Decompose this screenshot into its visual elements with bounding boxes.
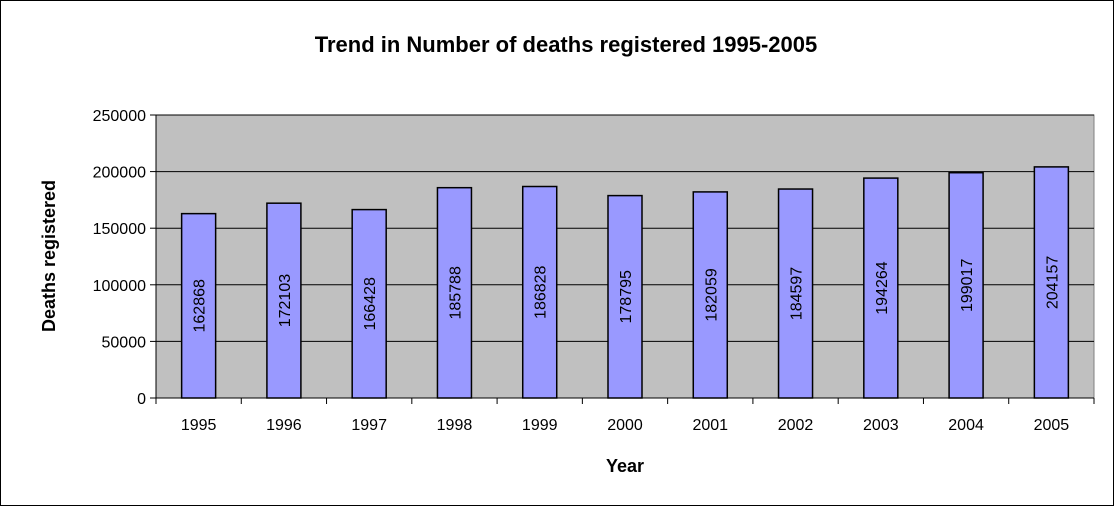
data-label-2002: 184597 <box>789 267 806 320</box>
data-label-1997: 166428 <box>362 277 379 330</box>
data-label-2000: 178795 <box>618 270 635 323</box>
x-tick-label: 1998 <box>437 417 473 434</box>
bar-2002 <box>777 188 814 399</box>
data-labels: 162868 172103 166428 185788 186828 178795 1820… <box>192 256 1062 333</box>
bar-1999 <box>521 185 558 399</box>
bar-1996 <box>266 202 302 399</box>
data-label-1995: 162868 <box>192 279 209 332</box>
x-tick-label: 1995 <box>181 417 217 434</box>
x-tick-label: 2005 <box>1034 417 1070 434</box>
bars <box>180 166 1070 399</box>
y-tick-label: 50000 <box>102 334 147 351</box>
data-label-1998: 185788 <box>447 266 464 319</box>
x-axis-label: Year <box>606 456 644 476</box>
bar-1995 <box>180 212 217 399</box>
chart-title: Trend in Number of deaths registered 199… <box>315 32 818 57</box>
data-label-1999: 186828 <box>533 265 550 318</box>
data-label-2001: 182059 <box>703 268 720 321</box>
y-axis-label: Deaths registered <box>39 180 59 332</box>
x-tick-label: 2003 <box>863 417 899 434</box>
bar-2004 <box>948 171 984 399</box>
y-tick-label: 250000 <box>93 108 146 125</box>
y-tick-label: 100000 <box>93 278 146 295</box>
y-axis: 0 50000 100000 150000 200000 250000 <box>93 108 157 408</box>
x-tick-label: 1999 <box>522 417 558 434</box>
x-tick-label: 2001 <box>692 417 728 434</box>
y-tick-label: 200000 <box>93 165 146 182</box>
bar-2003 <box>863 177 899 399</box>
data-label-2003: 194264 <box>874 261 891 314</box>
data-label-2004: 199017 <box>959 259 976 312</box>
x-tick-label: 2000 <box>607 417 643 434</box>
x-tick-label: 2004 <box>948 417 984 434</box>
data-label-1996: 172103 <box>277 274 294 327</box>
y-tick-label: 150000 <box>93 221 146 238</box>
bar-2001 <box>692 191 729 399</box>
bar-2000 <box>607 194 643 399</box>
bar-2005 <box>1033 166 1070 399</box>
bar-1997 <box>351 208 387 399</box>
bar-1998 <box>436 186 473 399</box>
y-tick-label: 0 <box>137 391 146 408</box>
x-tick-label: 1997 <box>351 417 387 434</box>
data-label-2005: 204157 <box>1044 256 1061 309</box>
x-tick-label: 2002 <box>778 417 814 434</box>
x-axis: 1995 1996 1997 1998 1999 2000 2001 2002 2003 2004… <box>155 397 1095 434</box>
x-tick-label: 1996 <box>266 417 302 434</box>
